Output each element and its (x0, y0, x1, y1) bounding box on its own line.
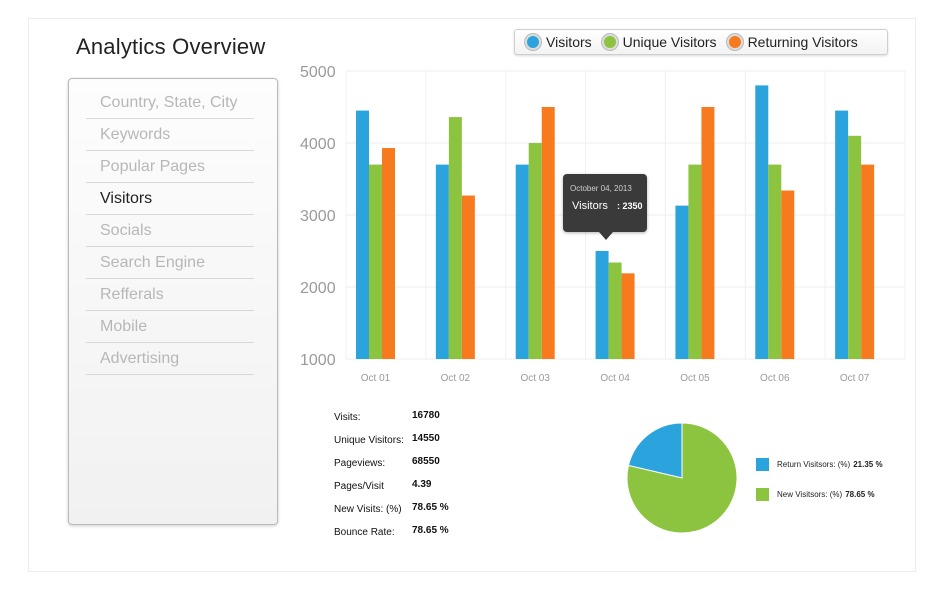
sidebar-item-visitors[interactable]: Visitors (86, 183, 254, 215)
stat-value: 68550 (412, 456, 440, 467)
pie-legend-return-visitors: Return Visitsors: (%) 21.35 % (756, 457, 883, 471)
bar-returning-visitors-4[interactable] (621, 273, 635, 359)
stat-value: 78.65 % (412, 525, 449, 536)
legend-item-returning-visitors[interactable]: Returning Visitors (726, 34, 858, 50)
stat-label: Bounce Rate: (334, 527, 395, 538)
sidebar-item-advertising[interactable]: Advertising (86, 343, 254, 375)
bar-unique-visitors-7[interactable] (848, 135, 862, 359)
unique-visitors-dot-icon (601, 34, 618, 50)
stat-row-new-visits: New Visits: (%) 78.65 % (334, 502, 474, 527)
stat-value: 4.39 (412, 479, 432, 490)
sidebar: Country, State, City Keywords Popular Pa… (68, 78, 278, 525)
bar-returning-visitors-1[interactable] (382, 148, 395, 359)
bar-visitors-2[interactable] (435, 164, 449, 359)
new-visitors-swatch (756, 487, 769, 501)
pie-legend-label: New Visitsors: (%) (777, 489, 843, 499)
stat-row-unique-visitors: Unique Visitors: 14550 (334, 433, 474, 458)
pie-slice-new-visitors[interactable] (626, 422, 738, 534)
sidebar-item-refferals[interactable]: Refferals (86, 279, 254, 311)
bar-returning-visitors-2[interactable] (461, 195, 475, 359)
bar-visitors-4[interactable] (595, 251, 609, 359)
bar-visitors-6[interactable] (755, 85, 769, 360)
bar-visitors-1[interactable] (356, 110, 369, 359)
sidebar-item-popular-pages[interactable]: Popular Pages (86, 151, 254, 183)
tooltip-date: October 04, 2013 (570, 184, 632, 193)
pie-legend-value: 21.35 % (853, 459, 883, 469)
legend-label: Returning Visitors (747, 34, 858, 50)
pie-slice-return-visitors[interactable] (627, 422, 683, 479)
bar-unique-visitors-6[interactable] (768, 164, 782, 359)
legend-label: Unique Visitors (622, 34, 717, 50)
bar-returning-visitors-6[interactable] (781, 190, 795, 359)
sidebar-item-keywords[interactable]: Keywords (86, 119, 254, 151)
sidebar-item-country-state-city[interactable]: Country, State, City (86, 87, 254, 119)
pie-legend-new-visitors: New Visitsors: (%) 78.65 % (756, 487, 883, 501)
pie-legend-label: Return Visitsors: (%) (777, 459, 851, 469)
stat-label: Visits: (334, 412, 361, 423)
stat-row-pageviews: Pageviews: 68550 (334, 456, 474, 481)
legend-item-unique-visitors[interactable]: Unique Visitors (601, 34, 717, 50)
bar-unique-visitors-2[interactable] (448, 117, 462, 359)
bar-unique-visitors-4[interactable] (608, 262, 622, 359)
stat-value: 16780 (412, 410, 440, 421)
stat-value: 78.65 % (412, 502, 449, 513)
stats-panel: Visits: 16780 Unique Visitors: 14550 Pag… (334, 410, 474, 550)
bar-returning-visitors-3[interactable] (541, 107, 555, 359)
return-visitors-swatch (756, 457, 769, 471)
legend-label: Visitors (546, 34, 592, 50)
page-title: Analytics Overview (76, 34, 266, 59)
bar-unique-visitors-1[interactable] (369, 164, 382, 359)
tooltip-value: : 2350 (617, 201, 643, 211)
pie-chart (626, 422, 738, 534)
bar-unique-visitors-3[interactable] (528, 143, 542, 359)
chart-legend: Visitors Unique Visitors Returning Visit… (514, 29, 888, 55)
bar-unique-visitors-5[interactable] (688, 164, 702, 359)
bar-returning-visitors-7[interactable] (861, 164, 875, 359)
sidebar-menu: Country, State, City Keywords Popular Pa… (86, 87, 254, 375)
bar-visitors-3[interactable] (515, 164, 529, 359)
stat-row-visits: Visits: 16780 (334, 410, 474, 435)
pie-legend: Return Visitsors: (%) 21.35 % New Visits… (756, 457, 883, 517)
stat-label: Pageviews: (334, 458, 386, 469)
returning-visitors-dot-icon (726, 34, 743, 50)
chart-tooltip: October 04, 2013 Visitors : 2350 (563, 174, 647, 240)
stat-row-bounce-rate: Bounce Rate: 78.65 % (334, 525, 474, 550)
stat-label: New Visits: (%) (334, 504, 402, 515)
sidebar-item-search-engine[interactable]: Search Engine (86, 247, 254, 279)
bar-visitors-5[interactable] (675, 205, 689, 359)
visitors-dot-icon (525, 34, 541, 50)
bar-returning-visitors-5[interactable] (701, 107, 715, 359)
tooltip-label: Visitors (572, 200, 608, 212)
sidebar-item-socials[interactable]: Socials (86, 215, 254, 247)
stat-label: Pages/Visit (334, 481, 384, 492)
legend-item-visitors[interactable]: Visitors (525, 34, 592, 50)
stat-label: Unique Visitors: (334, 435, 404, 446)
stat-value: 14550 (412, 433, 440, 444)
sidebar-item-mobile[interactable]: Mobile (86, 311, 254, 343)
pie-legend-value: 78.65 % (845, 489, 875, 499)
bar-visitors-7[interactable] (835, 110, 849, 359)
stat-row-pages-visit: Pages/Visit 4.39 (334, 479, 474, 504)
